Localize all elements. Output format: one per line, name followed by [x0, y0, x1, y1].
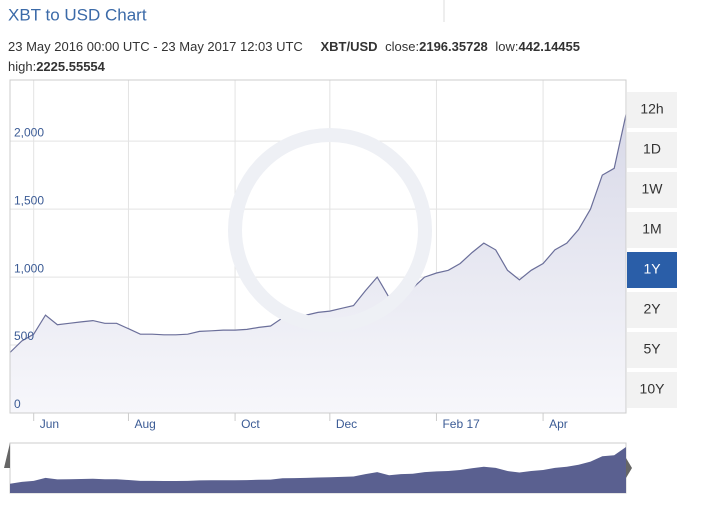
button-bg: [627, 332, 677, 368]
plot-frame: [9, 79, 627, 414]
date-range: 23 May 2016 00:00 UTC - 23 May 2017 12:0…: [8, 39, 303, 54]
handle[interactable]: [626, 458, 632, 478]
range-button[interactable]: 10Y: [627, 372, 677, 408]
stat-label: high:: [8, 59, 36, 74]
range-button[interactable]: 1M: [627, 212, 677, 248]
range-button[interactable]: 5Y: [627, 332, 677, 368]
range-button[interactable]: 1W: [627, 172, 677, 208]
button-label: 1M: [642, 221, 661, 237]
stat-label: low:: [495, 39, 518, 54]
range-button[interactable]: 2Y: [627, 292, 677, 328]
x-tick-label: Apr: [549, 417, 568, 431]
chart-title: XBT to USD Chart: [8, 5, 147, 24]
handle[interactable]: [4, 443, 10, 468]
button-label: 5Y: [643, 341, 661, 357]
y-tick-label: 500: [14, 329, 34, 343]
subtitle-2: high:2225.55554: [8, 59, 106, 74]
button-bg: [627, 92, 677, 128]
button-bg: [627, 212, 677, 248]
range-button[interactable]: 12h: [627, 92, 677, 128]
x-tick-label: Dec: [336, 417, 357, 431]
subtitle: 23 May 2016 00:00 UTC - 23 May 2017 12:0…: [8, 39, 580, 54]
button-bg: [627, 292, 677, 328]
button-bg: [627, 372, 677, 408]
y-tick-label: 0: [14, 397, 21, 411]
navigator-area: [10, 447, 626, 493]
x-tick-label: Feb 17: [442, 417, 480, 431]
line: [9, 114, 627, 353]
y-tick-label: 2,000: [14, 125, 44, 139]
button-label: 1D: [643, 141, 661, 157]
stat-label: close:: [385, 39, 419, 54]
x-tick-label: Oct: [241, 417, 260, 431]
button-label: 1W: [642, 181, 664, 197]
button-label: 2Y: [643, 301, 661, 317]
stat-value: 442.14455: [519, 39, 580, 54]
x-tick-label: Aug: [134, 417, 155, 431]
button-bg: [627, 252, 677, 288]
button-bg: [627, 172, 677, 208]
range-button[interactable]: 1Y: [627, 252, 677, 288]
button-label: 1Y: [643, 261, 661, 277]
button-label: 10Y: [640, 381, 666, 397]
stat-value: 2225.55554: [36, 59, 105, 74]
area: [10, 114, 626, 413]
y-tick-label: 1,000: [14, 261, 44, 275]
navigator: [4, 442, 632, 494]
button-bg: [627, 132, 677, 168]
pair: XBT/USD: [320, 39, 377, 54]
range-button[interactable]: 1D: [627, 132, 677, 168]
stat-value: 2196.35728: [419, 39, 488, 54]
watermark: [228, 128, 432, 332]
x-tick-label: Jun: [40, 417, 59, 431]
button-label: 12h: [640, 101, 663, 117]
y-tick-label: 1,500: [14, 193, 44, 207]
